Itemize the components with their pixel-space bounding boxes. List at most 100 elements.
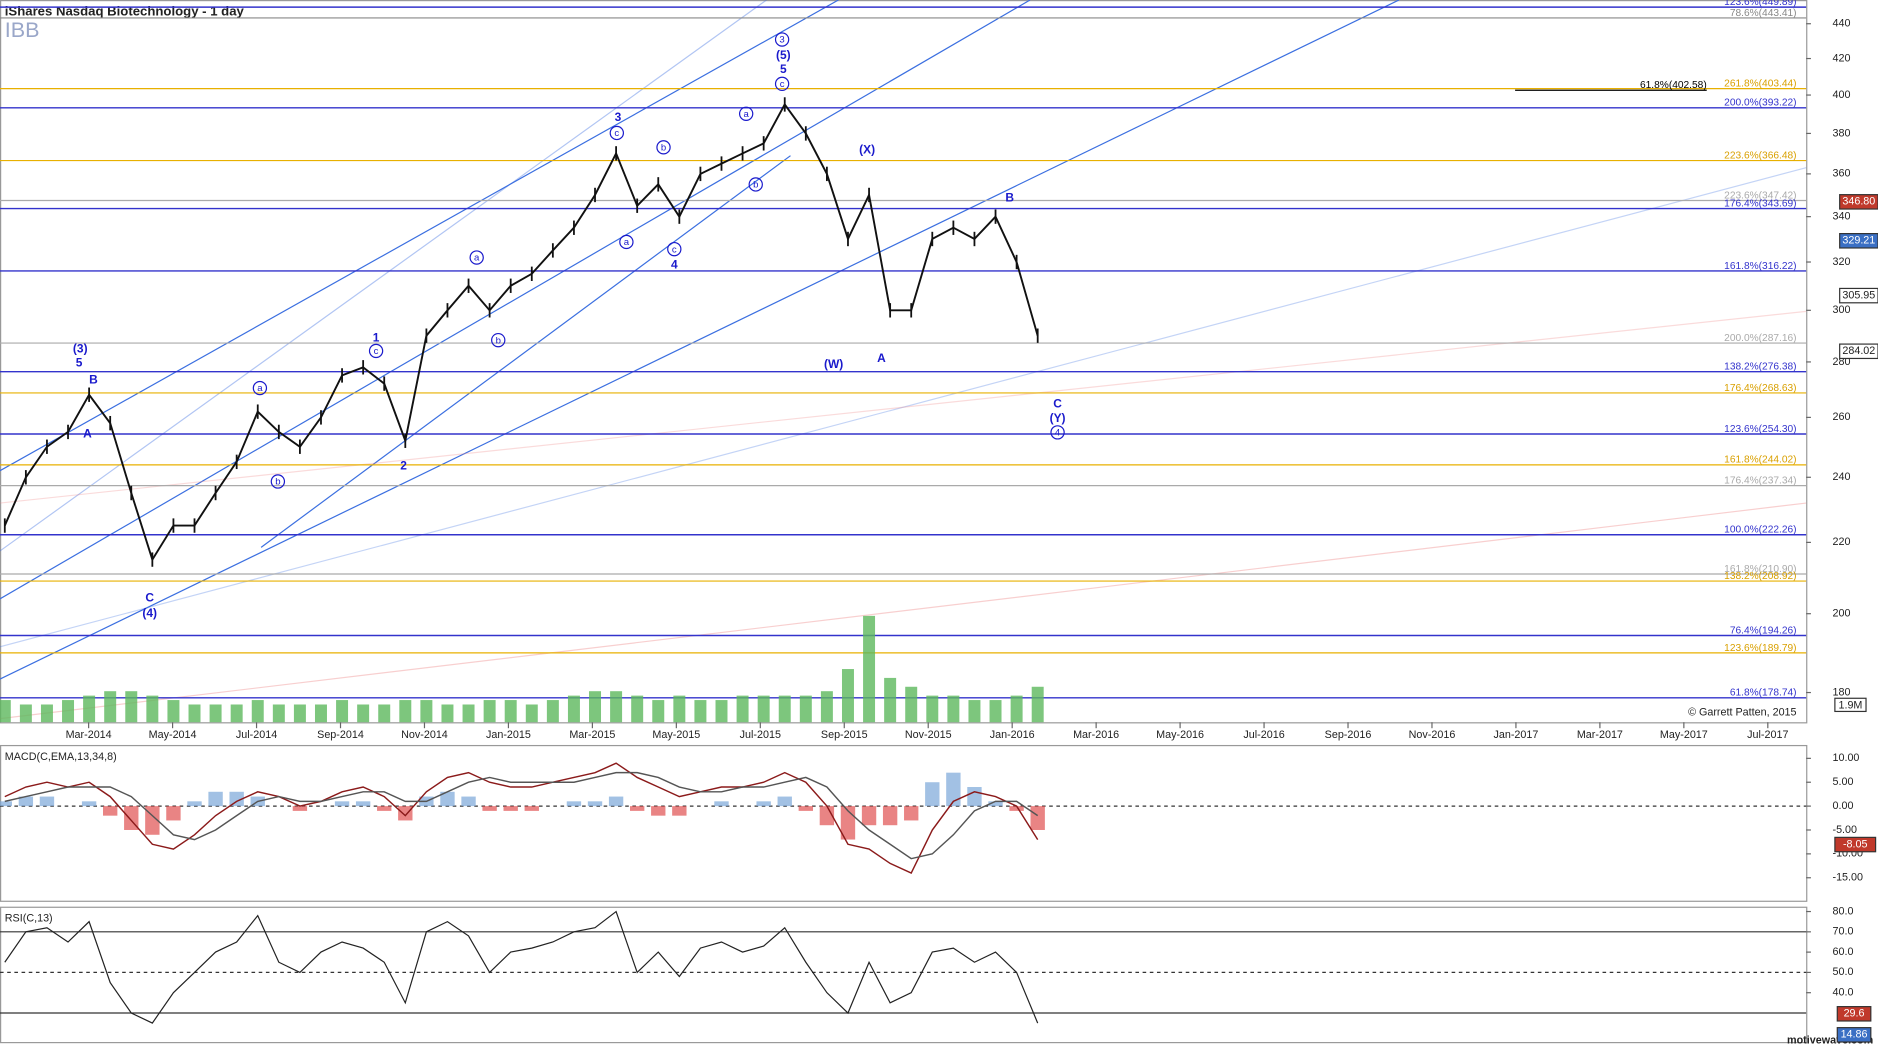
histogram-bar [208, 791, 223, 807]
volume-bar [989, 700, 1002, 723]
histogram-bar [103, 806, 118, 816]
y-tick-label: 200 [1832, 608, 1850, 620]
volume-bar [83, 695, 96, 723]
x-tick-label: Mar-2016 [1073, 729, 1119, 741]
wave-circle [270, 474, 286, 489]
volume-bar [483, 700, 496, 723]
wave-circle [619, 234, 634, 250]
price-label: 346.80 [1842, 196, 1875, 208]
y-tick-label: 40.0 [1832, 987, 1853, 999]
volume-bar [336, 700, 349, 723]
volume-bar [567, 695, 580, 723]
price-label: 305.95 [1842, 289, 1875, 301]
copyright: © Garrett Patten, 2015 [1688, 706, 1796, 718]
symbol: IBB [5, 17, 40, 42]
volume-bar [230, 704, 243, 723]
volume-bar [884, 677, 897, 723]
fib-label: 261.8%(403.44) [1724, 79, 1796, 90]
volume-bar [589, 691, 602, 723]
wave-label: a [257, 383, 263, 394]
wave-label: b [753, 180, 758, 191]
x-tick-label: Jan-2017 [1493, 729, 1538, 741]
wave-circle [469, 250, 484, 265]
volume-bar [525, 704, 538, 723]
x-tick-label: Nov-2014 [401, 729, 448, 741]
volume-bar [125, 691, 138, 723]
histogram-bar [777, 796, 792, 807]
histogram-bar [608, 796, 624, 807]
volume-bar [947, 695, 960, 723]
y-tick-label: 400 [1832, 89, 1850, 101]
y-tick-label: 60.0 [1832, 946, 1853, 958]
volume-bar [40, 704, 53, 723]
y-tick-label: 440 [1832, 18, 1850, 30]
histogram-bar [461, 796, 476, 807]
fib-label: 61.8%(178.74) [1730, 688, 1797, 699]
histogram-bar [0, 801, 12, 807]
volume-bar [863, 615, 876, 723]
volume-bar [968, 700, 981, 723]
wave-label: (W) [824, 357, 843, 371]
volume-bar [1031, 686, 1044, 723]
histogram-bar [756, 801, 771, 807]
fib-label: 200.0%(393.22) [1724, 98, 1796, 109]
wave-label: c [374, 346, 379, 357]
wave-label: (Y) [1050, 411, 1066, 425]
y-tick-label: 320 [1832, 256, 1850, 268]
y-tick-label: 220 [1832, 536, 1850, 548]
wave-circle [368, 343, 384, 359]
fib-label: 176.4%(343.69) [1724, 198, 1796, 209]
rsi-line [4, 910, 1039, 1024]
y-tick-label: 0.00 [1832, 800, 1853, 812]
volume-bar [251, 700, 264, 723]
volume-bar [757, 695, 770, 723]
wave-label: 2 [400, 459, 407, 473]
y-tick-label: 360 [1832, 168, 1850, 180]
histogram-bar [651, 806, 666, 816]
rsi-marker-label: 29.6 [1844, 1008, 1865, 1020]
wave-label: a [474, 253, 480, 264]
histogram-bar [629, 806, 645, 811]
volume-bar [62, 700, 75, 723]
macd-title: MACD(C,EMA,13,34,8) [5, 751, 117, 763]
histogram-bar [39, 796, 55, 807]
histogram-bar [398, 806, 413, 821]
macd-line [4, 771, 1039, 860]
y-tick-label: 340 [1832, 210, 1850, 222]
volume-label-box [1834, 697, 1867, 713]
x-tick-label: Nov-2016 [1409, 729, 1456, 741]
x-tick-label: Jul-2015 [740, 729, 781, 741]
volume-bar [1010, 695, 1023, 723]
fib-label: 138.2%(276.38) [1724, 362, 1796, 373]
x-tick-label: Mar-2017 [1577, 729, 1623, 741]
x-tick-label: Sep-2014 [317, 729, 364, 741]
fib-label: 123.6%(189.79) [1724, 643, 1796, 654]
histogram-bar [292, 806, 308, 811]
wave-label: c [780, 79, 785, 90]
x-tick-label: Jul-2014 [236, 729, 277, 741]
histogram-bar [18, 796, 34, 807]
volume-bar [926, 695, 939, 723]
volume-bar [209, 704, 222, 723]
fib-label: 161.8%(210.90) [1724, 564, 1796, 575]
y-tick-label: 180 [1832, 686, 1850, 698]
wave-circle [252, 380, 268, 396]
histogram-bar [1009, 806, 1024, 811]
wave-label: b [275, 477, 280, 488]
volume-bar [314, 704, 327, 723]
wave-label: a [744, 109, 750, 120]
wave-label: b [661, 142, 666, 153]
volume-bar [441, 704, 454, 723]
y-tick-label: 50.0 [1832, 966, 1853, 978]
volume-bar [146, 695, 159, 723]
histogram-bar [714, 801, 729, 807]
wave-label: B [89, 372, 98, 386]
volume-bar [799, 695, 812, 723]
volume-bar [652, 700, 665, 723]
wave-circle [774, 32, 790, 47]
rsi-marker-label: 14.86 [1841, 1029, 1868, 1041]
macd-panel [0, 744, 1808, 902]
histogram-bar [882, 806, 898, 826]
wave-label: B [1005, 190, 1014, 204]
